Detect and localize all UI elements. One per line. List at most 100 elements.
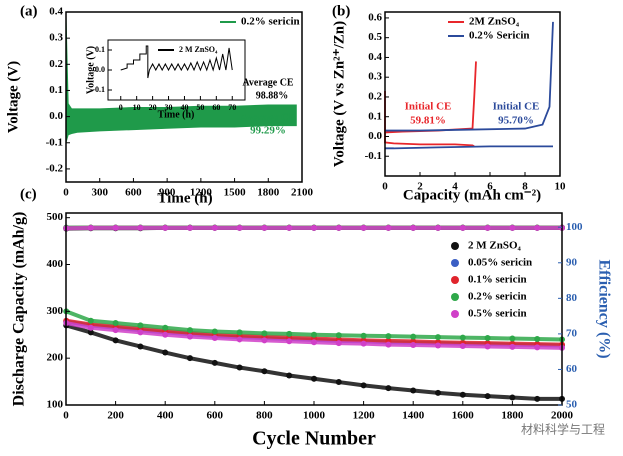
- capacity-point: [162, 349, 169, 356]
- legend-label: 2M ZnSO₄: [469, 16, 520, 28]
- capacity-point: [509, 394, 516, 401]
- capacity-point: [211, 359, 218, 366]
- capacity-point: [385, 385, 392, 392]
- capacity-point: [87, 317, 94, 324]
- y-tick-label: 0.4: [368, 51, 382, 63]
- capacity-point: [360, 340, 367, 347]
- plot-background: [108, 40, 245, 100]
- x-tick-label: 300: [91, 187, 108, 199]
- capacity-point: [484, 393, 491, 400]
- curve: [120, 45, 233, 79]
- capacity-point: [261, 330, 268, 337]
- y-tick-label: 0.1: [95, 45, 105, 54]
- y-tick-label: -0.1: [365, 150, 382, 162]
- legend-label: 2 M ZnSO₄: [468, 240, 522, 252]
- capacity-point: [162, 331, 169, 338]
- y-tick-label: 0.5: [368, 31, 382, 43]
- capacity-point: [137, 343, 144, 350]
- legend-label: 0.2% sericin: [468, 291, 527, 303]
- capacity-point: [360, 332, 367, 339]
- x-tick-label: 1500: [224, 187, 247, 199]
- legend-label: 2 M ZnSO₄: [179, 45, 218, 54]
- efficiency-point: [509, 224, 516, 231]
- capacity-point: [311, 331, 317, 338]
- capacity-point: [211, 328, 218, 335]
- annotation: Average CE: [242, 77, 294, 88]
- x-tick-label: 20: [149, 103, 157, 112]
- efficiency-point: [360, 224, 367, 231]
- capacity-point: [137, 322, 144, 329]
- annotation: 95.70%: [498, 115, 534, 127]
- capacity-point: [187, 333, 193, 340]
- legend-swatch: [451, 310, 459, 318]
- capacity-point: [137, 329, 144, 336]
- x-tick-label: 800: [256, 410, 273, 422]
- capacity-point: [112, 327, 119, 334]
- y-tick-label: 0.4: [49, 6, 63, 18]
- legend-label: 0.1% sericin: [468, 274, 527, 286]
- y-tick-label: 300: [47, 305, 64, 317]
- y-tick-label: 0.1: [368, 110, 382, 122]
- x-tick-label: 2100: [291, 187, 314, 199]
- plot-frame: [384, 11, 561, 177]
- x-tick-label: 40: [180, 103, 188, 112]
- x-axis-label: Cycle Number: [252, 428, 376, 450]
- y-tick-label: -0.1: [46, 136, 63, 148]
- efficiency-point: [187, 224, 193, 231]
- x-tick-label: 600: [125, 187, 142, 199]
- efficiency-point: [162, 224, 169, 231]
- x-tick-label: 200: [107, 410, 124, 422]
- legend-label: 0.2% Sericin: [469, 30, 530, 42]
- x-tick-label: 10: [133, 103, 141, 112]
- watermark: 材料科学与工程: [521, 422, 605, 437]
- x-axis-label: Time (h): [157, 190, 212, 206]
- capacity-point: [261, 368, 268, 375]
- panel: 0 2 4 6 8 10 -0.1 0.0 0.1 0.2 0.3 0.4 0.5 0.6 (b) Capac…: [331, 3, 566, 203]
- y-axis-label: Voltage (V vs Zn²⁺/Zn): [331, 21, 347, 167]
- panel-label: (c): [20, 186, 37, 202]
- y-tick-label: 400: [47, 258, 64, 270]
- efficiency-point: [211, 224, 218, 231]
- capacity-point: [335, 340, 342, 347]
- capacity-point: [236, 336, 243, 343]
- capacity-point: [261, 337, 268, 344]
- capacity-point: [335, 379, 342, 386]
- annotation: Initial CE: [493, 101, 540, 113]
- x-tick-label: 1600: [452, 410, 475, 422]
- efficiency-point: [484, 224, 491, 231]
- legend-swatch: [451, 259, 459, 267]
- y-tick-label: -0.1: [92, 85, 105, 94]
- capacity-point: [360, 382, 367, 389]
- capacity-point: [385, 333, 392, 340]
- capacity-point: [311, 339, 317, 346]
- capacity-point: [211, 335, 218, 342]
- capacity-point: [534, 335, 541, 342]
- y-tick-label: 0.0: [49, 110, 63, 122]
- plot-frame: [65, 11, 303, 183]
- capacity-point: [459, 334, 466, 341]
- efficiency-point: [435, 224, 441, 231]
- capacity-point: [236, 364, 243, 371]
- x-axis-label: Capacity (mAh cm⁻²): [403, 187, 541, 203]
- efficiency-point: [261, 224, 268, 231]
- capacity-point: [286, 372, 293, 379]
- legend-label: 0.05% sericin: [468, 257, 532, 269]
- capacity-point: [162, 324, 169, 331]
- y-tick-label: 0.0: [368, 130, 382, 142]
- capacity-point: [410, 342, 417, 349]
- efficiency-point: [534, 224, 541, 231]
- efficiency-point: [311, 224, 317, 231]
- x-tick-label: 600: [207, 410, 224, 422]
- legend-swatch: [451, 293, 459, 301]
- capacity-point: [112, 320, 119, 327]
- capacity-point: [534, 344, 541, 351]
- capacity-point: [459, 342, 466, 349]
- y-tick-label: 0.3: [368, 71, 382, 83]
- capacity-point: [87, 329, 94, 336]
- capacity-point: [187, 327, 193, 334]
- capacity-point: [236, 329, 243, 336]
- y2-tick-label: 60: [566, 363, 578, 375]
- x-tick-label: 6: [487, 181, 493, 193]
- x-tick-label: 0: [119, 103, 123, 112]
- x-tick-label: 1800: [501, 410, 524, 422]
